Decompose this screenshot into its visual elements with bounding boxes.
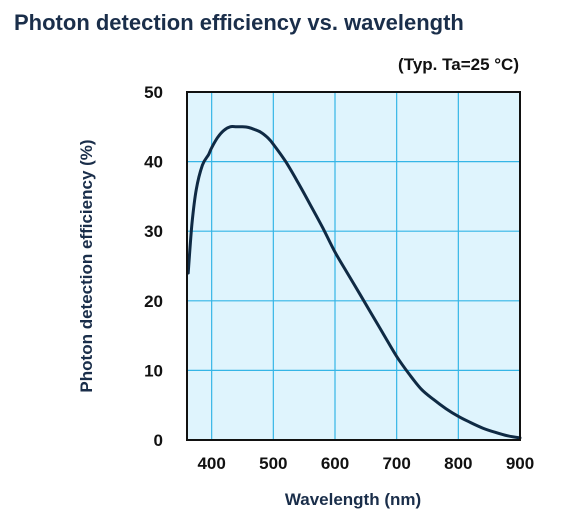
- y-axis-label: Photon detection efficiency (%): [77, 139, 96, 392]
- x-tick-label: 600: [321, 454, 349, 473]
- x-tick-label: 700: [382, 454, 410, 473]
- y-tick-label: 10: [144, 361, 163, 380]
- chart-title: Photon detection efficiency vs. waveleng…: [14, 10, 464, 35]
- series-line: [186, 125, 522, 440]
- plot-frame: [186, 91, 521, 441]
- y-axis-ticks: 0 10 20 30 40 50: [144, 83, 163, 450]
- y-tick-label: 50: [144, 83, 163, 102]
- chart-subtitle: (Typ. Ta=25 °C): [398, 55, 519, 74]
- y-tick-label: 30: [144, 222, 163, 241]
- x-axis-label: Wavelength (nm): [285, 490, 421, 509]
- y-tick-label: 0: [154, 431, 163, 450]
- plot-area: [187, 92, 520, 440]
- x-tick-label: 500: [259, 454, 287, 473]
- y-tick-label: 40: [144, 153, 163, 172]
- x-axis-ticks: 400 500 600 700 800 900: [197, 454, 534, 473]
- y-tick-label: 20: [144, 292, 163, 311]
- x-tick-label: 800: [444, 454, 472, 473]
- x-tick-label: 400: [197, 454, 225, 473]
- x-tick-label: 900: [506, 454, 534, 473]
